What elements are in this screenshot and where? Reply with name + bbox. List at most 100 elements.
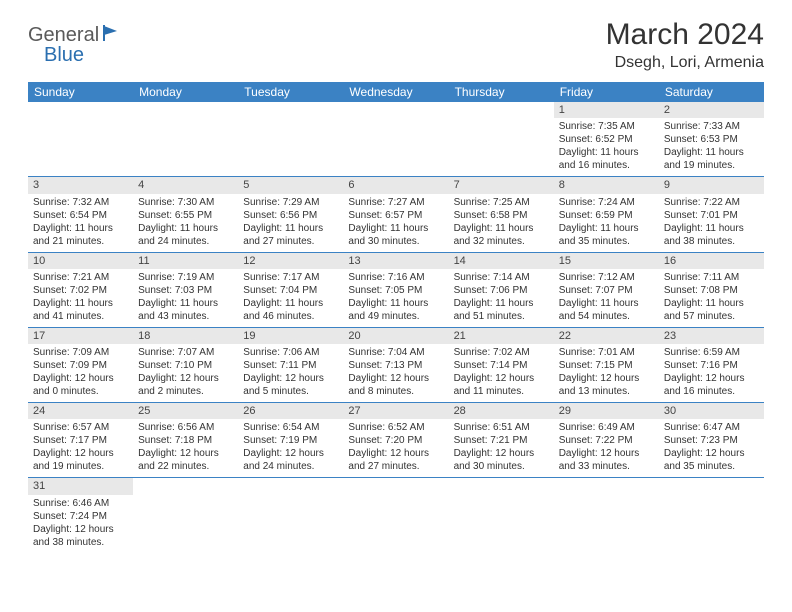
cell-text: Daylight: 12 hours	[243, 447, 338, 460]
calendar-cell: 5Sunrise: 7:29 AMSunset: 6:56 PMDaylight…	[238, 177, 343, 252]
calendar-cell	[554, 478, 659, 553]
logo-text-blue-wrap: Blue	[44, 44, 84, 67]
cell-text: Daylight: 11 hours	[664, 222, 759, 235]
calendar-week: 31Sunrise: 6:46 AMSunset: 7:24 PMDayligh…	[28, 478, 764, 553]
cell-text: Sunrise: 6:46 AM	[33, 497, 128, 510]
day-number: 14	[449, 253, 554, 269]
day-number: 22	[554, 328, 659, 344]
cell-text: Sunset: 7:03 PM	[138, 284, 233, 297]
day-number: 7	[449, 177, 554, 193]
cell-text: Sunrise: 7:25 AM	[454, 196, 549, 209]
cell-text: Sunrise: 7:01 AM	[559, 346, 654, 359]
cell-text: and 16 minutes.	[664, 385, 759, 398]
calendar-week: 24Sunrise: 6:57 AMSunset: 7:17 PMDayligh…	[28, 403, 764, 478]
cell-text: Sunrise: 6:52 AM	[348, 421, 443, 434]
calendar-cell: 8Sunrise: 7:24 AMSunset: 6:59 PMDaylight…	[554, 177, 659, 252]
cell-text: Sunset: 7:18 PM	[138, 434, 233, 447]
cell-text: Sunset: 7:24 PM	[33, 510, 128, 523]
cell-text: Sunrise: 6:47 AM	[664, 421, 759, 434]
cell-text: Sunset: 7:09 PM	[33, 359, 128, 372]
cell-text: Sunset: 7:01 PM	[664, 209, 759, 222]
day-number: 5	[238, 177, 343, 193]
cell-text: and 8 minutes.	[348, 385, 443, 398]
day-number: 24	[28, 403, 133, 419]
cell-text: and 24 minutes.	[243, 460, 338, 473]
cell-text: and 33 minutes.	[559, 460, 654, 473]
day-number: 10	[28, 253, 133, 269]
cell-text: Daylight: 12 hours	[348, 372, 443, 385]
cell-text: Sunrise: 7:35 AM	[559, 120, 654, 133]
cell-text: Sunrise: 6:56 AM	[138, 421, 233, 434]
cell-text: Sunrise: 7:02 AM	[454, 346, 549, 359]
cell-text: and 41 minutes.	[33, 310, 128, 323]
cell-text: Sunset: 7:06 PM	[454, 284, 549, 297]
day-number: 2	[659, 102, 764, 118]
cell-text: Daylight: 11 hours	[664, 146, 759, 159]
calendar-cell: 17Sunrise: 7:09 AMSunset: 7:09 PMDayligh…	[28, 327, 133, 402]
calendar-cell: 27Sunrise: 6:52 AMSunset: 7:20 PMDayligh…	[343, 403, 448, 478]
day-header: Tuesday	[238, 82, 343, 102]
cell-text: and 49 minutes.	[348, 310, 443, 323]
cell-text: Daylight: 11 hours	[138, 297, 233, 310]
cell-text: Sunset: 7:05 PM	[348, 284, 443, 297]
day-number: 13	[343, 253, 448, 269]
cell-text: Daylight: 11 hours	[33, 222, 128, 235]
calendar-week: 1 Sunrise: 7:35 AMSunset: 6:52 PM Daylight…	[28, 102, 764, 177]
cell-text: Sunset: 7:23 PM	[664, 434, 759, 447]
day-header: Sunday	[28, 82, 133, 102]
cell-text: Daylight: 12 hours	[33, 372, 128, 385]
day-number: 6	[343, 177, 448, 193]
day-number: 1	[554, 102, 659, 118]
day-number: 23	[659, 328, 764, 344]
calendar-cell: 25Sunrise: 6:56 AMSunset: 7:18 PMDayligh…	[133, 403, 238, 478]
calendar-cell: 3Sunrise: 7:32 AMSunset: 6:54 PMDaylight…	[28, 177, 133, 252]
cell-text: Sunset: 7:07 PM	[559, 284, 654, 297]
day-number: 30	[659, 403, 764, 419]
location: Dsegh, Lori, Armenia	[606, 54, 764, 72]
cell-text: Sunrise: 7:29 AM	[243, 196, 338, 209]
cell-text: Sunrise: 7:19 AM	[138, 271, 233, 284]
calendar-cell	[659, 478, 764, 553]
calendar-cell: 11Sunrise: 7:19 AMSunset: 7:03 PMDayligh…	[133, 252, 238, 327]
cell-text: and 13 minutes.	[559, 385, 654, 398]
cell-text: Daylight: 11 hours	[33, 297, 128, 310]
day-number: 3	[28, 177, 133, 193]
day-number: 25	[133, 403, 238, 419]
cell-text: Daylight: 11 hours	[243, 222, 338, 235]
calendar-cell	[133, 102, 238, 177]
cell-text: and 2 minutes.	[138, 385, 233, 398]
calendar-cell: 29Sunrise: 6:49 AMSunset: 7:22 PMDayligh…	[554, 403, 659, 478]
calendar-cell	[238, 478, 343, 553]
cell-text: Sunset: 6:54 PM	[33, 209, 128, 222]
flag-icon	[103, 25, 125, 46]
calendar-table: SundayMondayTuesdayWednesdayThursdayFrid…	[28, 82, 764, 553]
cell-text: and 27 minutes.	[348, 460, 443, 473]
calendar-cell	[449, 102, 554, 177]
cell-text: and 43 minutes.	[138, 310, 233, 323]
day-number: 20	[343, 328, 448, 344]
calendar-cell: 12 Sunrise: 7:17 AMSunset: 7:04 PMDayligh…	[238, 252, 343, 327]
day-number: 28	[449, 403, 554, 419]
day-number: 12	[238, 253, 343, 269]
cell-text: Sunrise: 7:04 AM	[348, 346, 443, 359]
cell-text: and 35 minutes.	[664, 460, 759, 473]
calendar-cell: 26Sunrise: 6:54 AMSunset: 7:19 PMDayligh…	[238, 403, 343, 478]
cell-text: Sunset: 7:04 PM	[243, 284, 338, 297]
cell-text: Sunset: 7:15 PM	[559, 359, 654, 372]
cell-text: Daylight: 12 hours	[33, 447, 128, 460]
cell-text: and 21 minutes.	[33, 235, 128, 248]
calendar-week: 17Sunrise: 7:09 AMSunset: 7:09 PMDayligh…	[28, 327, 764, 402]
cell-text: and 32 minutes.	[454, 235, 549, 248]
cell-text: Sunrise: 7:22 AM	[664, 196, 759, 209]
calendar-cell: 21Sunrise: 7:02 AMSunset: 7:14 PMDayligh…	[449, 327, 554, 402]
cell-text: Sunrise: 7:17 AM	[243, 271, 338, 284]
cell-text: Sunrise: 6:49 AM	[559, 421, 654, 434]
day-number: 17	[28, 328, 133, 344]
calendar-cell	[343, 102, 448, 177]
cell-text: Sunrise: 7:16 AM	[348, 271, 443, 284]
cell-text: Daylight: 11 hours	[243, 297, 338, 310]
cell-text: Sunset: 7:11 PM	[243, 359, 338, 372]
cell-text: Sunset: 6:52 PM	[559, 133, 654, 146]
calendar-cell	[133, 478, 238, 553]
day-header: Monday	[133, 82, 238, 102]
